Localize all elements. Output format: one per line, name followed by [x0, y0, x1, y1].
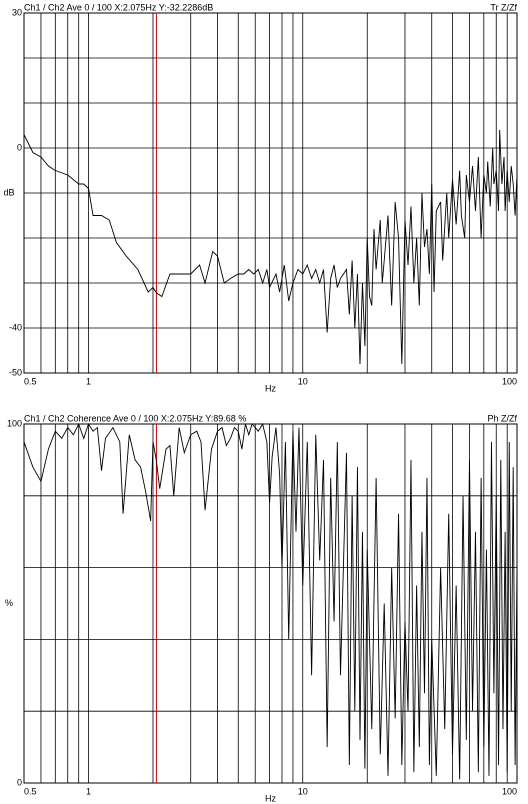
x-tick-label: 100 [502, 376, 517, 386]
y-tick-label: 0 [17, 777, 22, 787]
x-tick-label: 0.5 [24, 376, 37, 386]
y-tick-label: 0 [17, 142, 22, 152]
x-tick-label: 1 [86, 786, 91, 796]
y-tick-label: -50 [9, 367, 22, 377]
x-axis-label: Hz [265, 383, 276, 393]
plot-title-right: Tr Z/Zf [490, 2, 517, 12]
x-tick-label: 1 [86, 376, 91, 386]
x-tick-label: 10 [298, 376, 308, 386]
plot-title: Ch1 / Ch2 Ave 0 / 100 X:2.075Hz Y:-32.22… [24, 2, 213, 12]
plot-title-right: Ph Z/Zf [487, 413, 517, 423]
plot-frame [23, 423, 518, 784]
y-axis-label: dB [3, 187, 14, 197]
y-tick-label: -40 [9, 322, 22, 332]
x-axis-label: Hz [265, 793, 276, 803]
plot-frame [23, 12, 518, 374]
x-tick-label: 100 [502, 786, 517, 796]
data-line [23, 129, 518, 365]
y-axis-label: % [5, 598, 13, 608]
y-tick-label: 30 [12, 7, 22, 17]
data-line [23, 422, 518, 780]
plot-title: Ch1 / Ch2 Coherence Ave 0 / 100 X:2.075H… [24, 413, 246, 423]
y-tick-label: 100 [7, 418, 22, 428]
x-tick-label: 10 [298, 786, 308, 796]
x-tick-label: 0.5 [24, 786, 37, 796]
